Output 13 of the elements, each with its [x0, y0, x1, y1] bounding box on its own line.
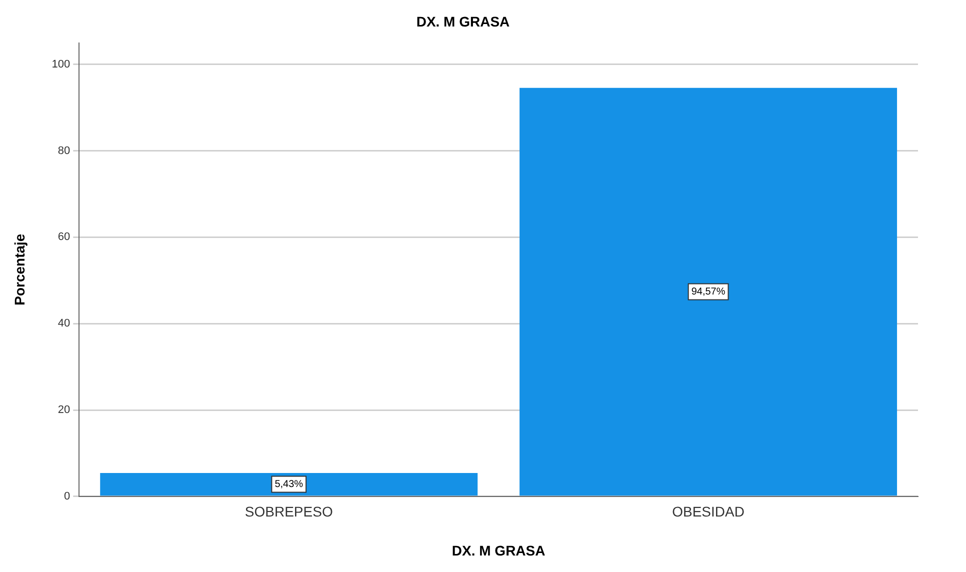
- y-tick-label: 0: [64, 490, 70, 502]
- data-label: 5,43%: [274, 479, 304, 490]
- data-label: 94,57%: [691, 286, 726, 298]
- y-tick-label: 80: [58, 144, 70, 157]
- x-tick-label: OBESIDAD: [672, 504, 744, 520]
- chart-title: DX. M GRASA: [416, 13, 510, 30]
- y-tick-label: 60: [58, 231, 70, 244]
- y-axis-title: Porcentaje: [11, 234, 28, 306]
- x-tick-label: SOBREPESO: [244, 504, 333, 520]
- y-tick-label: 100: [52, 58, 70, 70]
- y-tick-label: 40: [58, 318, 70, 330]
- y-tick-label: 20: [58, 404, 70, 416]
- x-axis-title: DX. M GRASA: [452, 542, 546, 558]
